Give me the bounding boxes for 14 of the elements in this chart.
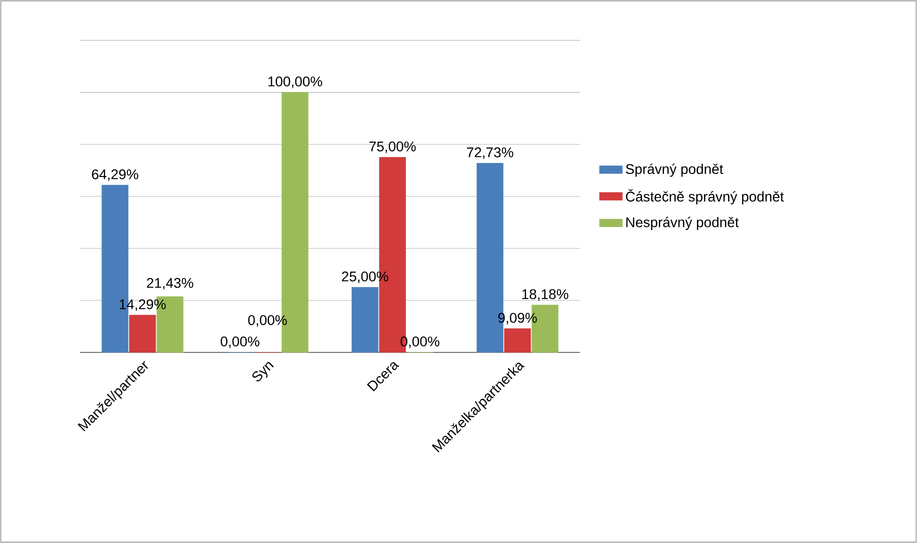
data-label: 72,73% (466, 147, 514, 159)
legend-label: Částečně správný podnět (626, 189, 784, 204)
data-label: 0,00% (220, 336, 260, 348)
data-label: 64,29% (92, 169, 138, 181)
data-label: 21,43% (146, 278, 194, 290)
data-label: 75,00% (369, 142, 416, 154)
data-label: 100,00% (268, 76, 322, 88)
legend-label: Nesprávný podnět (626, 216, 739, 230)
bar (129, 314, 156, 353)
data-label: 18,18% (522, 289, 568, 301)
bar (504, 328, 531, 353)
bar (352, 287, 378, 353)
x-tick-label: Syn (252, 362, 274, 382)
legend-label: Správný podnět (626, 164, 724, 177)
